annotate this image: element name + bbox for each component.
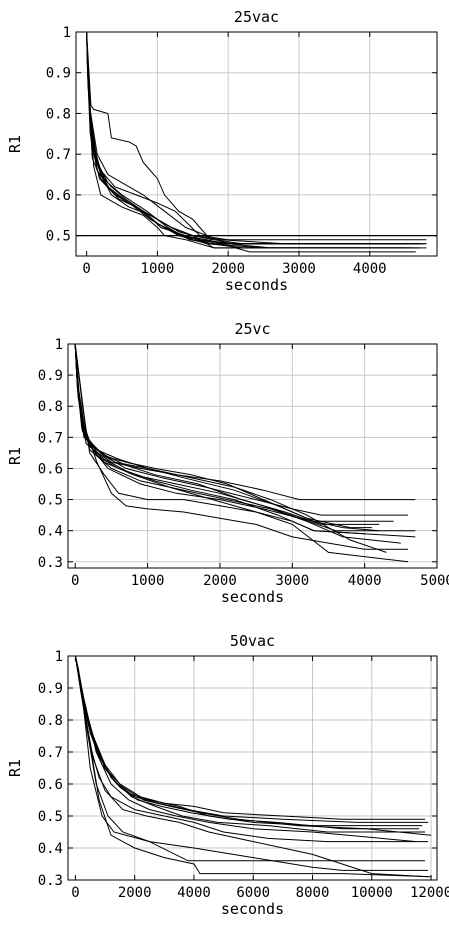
series-line-5	[74, 343, 380, 525]
series-line-7	[74, 655, 417, 843]
series-line-6	[86, 31, 413, 249]
x-axis-label: seconds	[225, 276, 288, 294]
y-tick-label: 1	[63, 25, 71, 41]
y-tick-label: 0.7	[38, 430, 63, 446]
y-tick-label: 0.7	[38, 745, 63, 761]
y-tick-label: 0.4	[38, 841, 63, 857]
y-tick-label: 0.3	[38, 873, 63, 889]
y-axis-label: R1	[6, 135, 24, 153]
chart-title: 50vac	[230, 632, 275, 650]
x-axis-label: seconds	[221, 588, 284, 606]
x-tick-label: 4000	[177, 885, 211, 901]
plot-frame	[67, 343, 438, 569]
y-axis-label: R1	[6, 759, 24, 777]
y-tick-label: 0.6	[38, 777, 63, 793]
x-tick-label: 12000	[410, 885, 449, 901]
chart-title: 25vac	[234, 8, 279, 26]
series-line-8	[74, 655, 429, 843]
y-tick-label: 1	[55, 649, 63, 665]
plot-frame	[75, 31, 438, 257]
y-tick-label: 0.4	[38, 524, 63, 540]
series-line-6	[74, 655, 426, 833]
x-tick-label: 0	[82, 261, 90, 277]
series-line-12	[86, 31, 427, 249]
y-tick-label: 0.6	[38, 461, 63, 477]
series-line-6	[74, 343, 401, 544]
y-tick-label: 0.5	[38, 493, 63, 509]
series-line-12	[74, 655, 432, 878]
x-tick-label: 2000	[203, 573, 237, 589]
y-tick-label: 0.8	[38, 713, 63, 729]
series-line-11	[74, 343, 416, 538]
series-line-13	[86, 31, 427, 245]
y-tick-label: 0.7	[46, 147, 71, 163]
y-tick-label: 0.9	[38, 681, 63, 697]
y-tick-label: 0.6	[46, 188, 71, 204]
series-line-13	[74, 343, 372, 529]
series-line-3	[74, 655, 429, 823]
plot-frame	[67, 655, 438, 881]
series-line-5	[86, 31, 399, 245]
series-line-8	[86, 31, 363, 249]
chart-title: 25vc	[234, 320, 270, 338]
y-tick-label: 0.5	[46, 229, 71, 245]
chart-panel: 0 2000 4000 6000 8000 10000 12000 0.3 0.4 0.5 0.6 0…	[6, 632, 449, 918]
series-line-10	[86, 31, 427, 245]
series-line-4	[74, 343, 416, 532]
x-tick-label: 1000	[131, 573, 165, 589]
y-tick-label: 1	[55, 337, 63, 353]
x-tick-label: 3000	[282, 261, 316, 277]
y-tick-label: 0.3	[38, 555, 63, 571]
series-line-1	[74, 655, 426, 820]
x-tick-label: 4000	[348, 573, 382, 589]
x-tick-label: 10000	[351, 885, 393, 901]
x-tick-label: 2000	[118, 885, 152, 901]
x-tick-label: 6000	[236, 885, 270, 901]
series-line-12	[74, 343, 409, 550]
series-line-9	[86, 31, 406, 249]
x-tick-label: 0	[71, 885, 79, 901]
x-tick-label: 2000	[211, 261, 245, 277]
series-line-5	[74, 655, 420, 830]
x-tick-label: 3000	[275, 573, 309, 589]
y-axis-label: R1	[6, 447, 24, 465]
y-tick-label: 0.8	[38, 399, 63, 415]
y-tick-label: 0.8	[46, 106, 71, 122]
series-line-9	[74, 655, 426, 862]
y-tick-label: 0.9	[38, 368, 63, 384]
series-line-11	[74, 655, 429, 878]
series-line-2	[74, 655, 423, 827]
series-line-11	[86, 31, 416, 253]
x-tick-label: 0	[71, 573, 79, 589]
y-tick-label: 0.9	[46, 66, 71, 82]
series-line-7	[86, 31, 420, 245]
series-line-1	[86, 31, 423, 245]
series-line-10	[74, 343, 380, 532]
chart-panel: 0 1000 2000 3000 4000 0.5 0.6 0.7 0.8 0.9 1 25vac se…	[6, 8, 438, 294]
y-tick-label: 0.5	[38, 809, 63, 825]
series-line-10	[74, 655, 429, 871]
x-tick-label: 4000	[353, 261, 387, 277]
x-tick-label: 1000	[141, 261, 175, 277]
x-tick-label: 8000	[296, 885, 330, 901]
x-axis-label: seconds	[221, 900, 284, 918]
